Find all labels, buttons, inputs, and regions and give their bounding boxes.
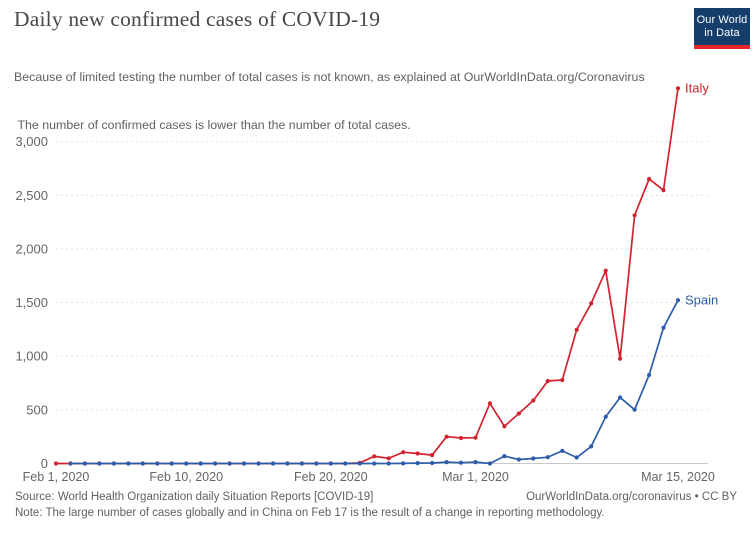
- data-point-spain[interactable]: [227, 461, 232, 466]
- note-text: Note: The large number of cases globally…: [15, 506, 605, 519]
- data-point-spain[interactable]: [386, 461, 391, 466]
- data-point-italy[interactable]: [53, 461, 59, 466]
- source-text: Source: World Health Organization daily …: [15, 491, 374, 503]
- data-point-spain[interactable]: [560, 448, 565, 453]
- series-label-spain: Spain: [685, 292, 718, 307]
- data-point-spain[interactable]: [256, 461, 261, 466]
- data-point-spain[interactable]: [270, 461, 276, 466]
- data-point-spain[interactable]: [126, 461, 131, 466]
- data-point-spain[interactable]: [618, 395, 623, 400]
- data-point-italy[interactable]: [661, 188, 666, 193]
- x-tick-label: Feb 20, 2020: [294, 470, 368, 484]
- chart-header: Daily new confirmed cases of COVID-19 Be…: [14, 6, 686, 165]
- data-point-italy[interactable]: [603, 268, 608, 273]
- data-point-spain[interactable]: [155, 461, 160, 466]
- data-point-spain[interactable]: [198, 461, 203, 466]
- y-tick-label: 3,000: [15, 134, 48, 149]
- data-point-italy[interactable]: [545, 378, 550, 384]
- data-point-spain[interactable]: [169, 461, 174, 466]
- data-point-spain[interactable]: [531, 456, 536, 461]
- data-point-spain[interactable]: [372, 461, 377, 466]
- logo-stripe: [694, 45, 750, 49]
- data-point-spain[interactable]: [487, 461, 492, 466]
- data-point-spain[interactable]: [343, 461, 348, 466]
- data-point-italy[interactable]: [487, 401, 492, 406]
- y-tick-label: 1,500: [15, 295, 48, 310]
- data-point-italy[interactable]: [675, 86, 681, 91]
- data-point-italy[interactable]: [372, 454, 377, 459]
- y-tick-label: 1,000: [15, 349, 48, 364]
- x-tick-label: Feb 10, 2020: [149, 470, 223, 484]
- data-point-spain[interactable]: [140, 461, 145, 466]
- data-point-spain[interactable]: [299, 461, 304, 466]
- owid-logo[interactable]: Our World in Data: [694, 8, 750, 49]
- data-point-italy[interactable]: [386, 456, 391, 461]
- page-title: Daily new confirmed cases of COVID-19: [14, 7, 381, 31]
- y-tick-label: 2,500: [15, 188, 48, 203]
- data-point-spain[interactable]: [328, 461, 333, 466]
- data-point-italy[interactable]: [560, 377, 565, 383]
- data-point-spain[interactable]: [632, 407, 637, 412]
- data-point-italy[interactable]: [516, 411, 522, 416]
- data-point-spain[interactable]: [213, 461, 218, 466]
- data-point-spain[interactable]: [68, 461, 73, 466]
- data-point-spain[interactable]: [415, 461, 420, 466]
- data-point-spain[interactable]: [545, 455, 550, 460]
- data-point-italy[interactable]: [401, 450, 406, 455]
- data-point-italy[interactable]: [458, 435, 464, 441]
- data-point-italy[interactable]: [531, 398, 536, 403]
- data-point-italy[interactable]: [589, 301, 594, 306]
- data-point-italy[interactable]: [430, 453, 435, 458]
- data-point-spain[interactable]: [82, 461, 87, 466]
- data-point-spain[interactable]: [603, 414, 608, 419]
- data-point-spain[interactable]: [401, 461, 406, 466]
- x-tick-label: Feb 1, 2020: [23, 470, 90, 484]
- y-tick-label: 500: [26, 402, 48, 417]
- y-tick-label: 2,000: [15, 241, 48, 256]
- data-point-spain[interactable]: [314, 461, 319, 466]
- data-point-spain[interactable]: [589, 444, 594, 449]
- y-tick-label: 0: [41, 456, 48, 471]
- data-point-italy[interactable]: [574, 327, 579, 332]
- owid-coronavirus-link[interactable]: OurWorldInData.org/coronavirus • CC BY: [526, 491, 737, 503]
- series-label-italy: Italy: [685, 81, 709, 96]
- data-point-spain[interactable]: [357, 461, 362, 466]
- data-point-italy[interactable]: [415, 451, 420, 456]
- data-point-spain[interactable]: [458, 460, 464, 465]
- data-point-italy[interactable]: [632, 213, 637, 218]
- subtitle-line-1: Because of limited testing the number of…: [14, 70, 645, 84]
- data-point-spain[interactable]: [473, 460, 478, 465]
- data-point-spain[interactable]: [516, 457, 522, 462]
- data-point-spain[interactable]: [444, 460, 449, 465]
- x-tick-label: Mar 15, 2020: [641, 470, 715, 484]
- x-tick-label: Mar 1, 2020: [442, 470, 509, 484]
- chart-footer: Source: World Health Organization daily …: [15, 490, 737, 521]
- data-point-spain[interactable]: [661, 325, 666, 330]
- data-point-italy[interactable]: [473, 435, 478, 440]
- series-line-spain[interactable]: [70, 299, 679, 465]
- owid-logo-text: Our World in Data: [694, 8, 750, 45]
- data-point-spain[interactable]: [502, 454, 507, 459]
- data-point-spain[interactable]: [97, 461, 102, 466]
- data-point-italy[interactable]: [647, 176, 652, 182]
- data-point-spain[interactable]: [574, 455, 579, 460]
- data-point-spain[interactable]: [675, 298, 681, 303]
- data-point-italy[interactable]: [444, 434, 449, 439]
- data-point-spain[interactable]: [430, 460, 435, 466]
- data-point-italy[interactable]: [618, 356, 623, 361]
- data-point-italy[interactable]: [502, 424, 507, 429]
- data-point-spain[interactable]: [241, 461, 247, 466]
- chart-subtitle: Because of limited testing the number of…: [14, 37, 686, 165]
- data-point-spain[interactable]: [184, 461, 189, 466]
- data-point-spain[interactable]: [111, 461, 116, 466]
- subtitle-line-2: The number of confirmed cases is lower t…: [14, 118, 411, 132]
- data-point-spain[interactable]: [285, 461, 290, 466]
- data-point-spain[interactable]: [647, 372, 652, 378]
